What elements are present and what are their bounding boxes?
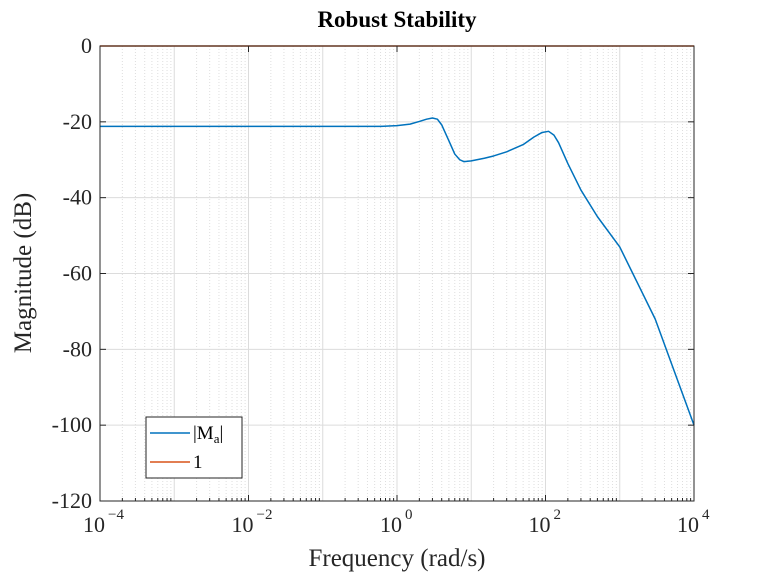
x-tick-label: 10 −4 [83, 507, 124, 537]
x-tick-label-exponent: −2 [257, 507, 273, 523]
x-tick-label-base: 10 [232, 512, 254, 537]
x-tick-label: 10 0 [380, 507, 413, 537]
x-tick-label: 10 −2 [232, 507, 273, 537]
chart-title: Robust Stability [317, 7, 477, 32]
axis-ticks [99, 45, 695, 502]
x-tick-label-base: 10 [677, 512, 699, 537]
x-tick-label-base: 10 [529, 512, 551, 537]
x-tick-label-exponent: 4 [702, 507, 710, 523]
legend-box [145, 416, 243, 479]
legend: |Ma| 1 [145, 416, 243, 479]
y-tick-label: -20 [63, 109, 92, 134]
legend-label-1: 1 [193, 452, 203, 473]
y-tick-labels: 0 -20 -40 -60 -80 -100 -120 [52, 33, 92, 513]
series-line-0 [100, 117, 695, 426]
x-tick-label-base: 10 [380, 512, 402, 537]
y-tick-label: -40 [63, 185, 92, 210]
x-tick-label: 10 4 [677, 507, 710, 537]
y-tick-label: -60 [63, 261, 92, 286]
x-tick-label-exponent: 0 [405, 507, 413, 523]
x-tick-label-exponent: −4 [108, 507, 124, 523]
x-tick-label: 10 2 [529, 507, 562, 537]
y-tick-label: -100 [52, 412, 92, 437]
y-tick-label: -120 [52, 488, 92, 513]
x-tick-label-base: 10 [83, 512, 105, 537]
y-axis-label: Magnitude (dB) [10, 193, 37, 353]
x-tick-label-exponent: 2 [554, 507, 562, 523]
x-axis-label: Frequency (rad/s) [308, 545, 485, 572]
legend-label-0: |Ma| [193, 423, 223, 446]
x-tick-labels: 10 −4 10 −2 10 0 10 2 10 4 [83, 507, 710, 537]
y-tick-label: -80 [63, 336, 92, 361]
y-tick-label: 0 [81, 33, 92, 58]
